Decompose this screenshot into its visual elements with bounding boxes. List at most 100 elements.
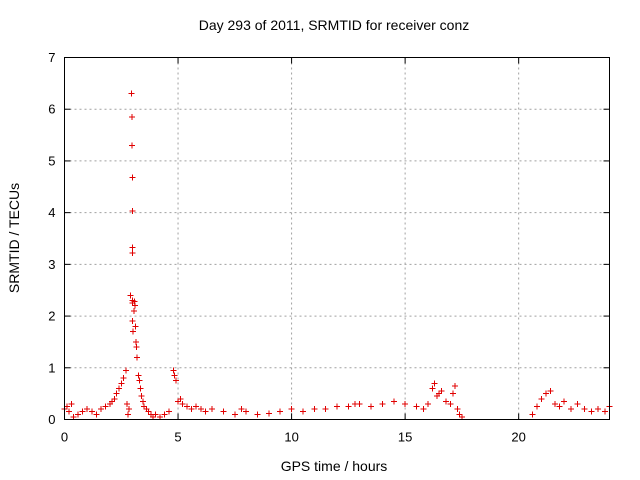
data-point [345,403,352,410]
data-point [102,403,109,410]
data-point [529,411,536,418]
data-point [193,403,200,410]
plot-frame [64,57,610,420]
data-point [134,354,141,361]
y-tick-label: 6 [48,102,55,117]
data-point [126,406,133,413]
data-point [202,408,209,415]
data-point [129,174,136,181]
data-point [402,400,409,407]
data-point [542,390,549,397]
data-point [379,400,386,407]
data-point [552,400,558,407]
data-point [84,406,91,413]
data-point [588,408,595,415]
data-point [172,377,179,384]
data-point [243,408,250,415]
data-point [449,390,456,397]
data-point [334,403,340,410]
data-point [128,90,135,97]
data-point [122,367,129,374]
data-points [61,90,613,420]
data-point [171,372,178,379]
data-point [197,406,204,413]
data-point [113,390,120,397]
x-tick-label: 20 [511,430,525,445]
data-point [137,385,144,392]
data-point [533,403,540,410]
data-point [561,398,568,405]
data-point [123,400,130,407]
data-point [129,208,136,215]
data-point [93,411,100,418]
data-point [581,406,588,413]
x-tick-label: 10 [284,430,298,445]
data-point [97,406,104,413]
data-point [125,411,132,418]
data-point [129,244,136,251]
data-point [424,400,431,407]
data-point [165,408,172,415]
data-point [574,400,581,407]
data-point [75,411,82,418]
data-point [136,377,143,384]
data-point [299,408,306,415]
y-tick-label: 0 [48,412,55,427]
data-point [288,406,295,413]
grid [64,57,610,420]
data-point [220,408,227,415]
data-point [454,406,461,413]
x-tick-label: 0 [61,430,68,445]
data-point [390,398,397,405]
data-point [70,413,77,420]
data-point [538,395,545,402]
data-point [88,408,95,415]
data-point [322,406,329,413]
data-point [152,411,159,418]
data-point [66,408,73,415]
data-point [130,328,137,335]
chart-title: Day 293 of 2011, SRMTID for receiver con… [199,17,470,33]
data-point [452,382,459,389]
y-tick-label: 1 [48,360,55,375]
data-point [133,338,140,345]
data-point [188,406,195,413]
data-point [177,395,184,402]
data-point [156,413,163,420]
data-point [231,411,238,418]
data-point [443,398,449,405]
data-point [420,406,427,413]
data-point [127,292,134,299]
y-tick-label: 7 [48,50,55,65]
data-point [458,413,465,420]
data-point [131,302,138,309]
x-tick-label: 5 [174,430,181,445]
data-point [139,398,146,405]
data-point [184,403,191,410]
y-tick-label: 4 [48,205,55,220]
data-point [79,408,86,415]
data-point [547,388,554,395]
data-point [116,385,122,392]
data-point [170,367,177,374]
y-tick-label: 3 [48,257,55,272]
data-point [277,408,284,415]
data-point [413,403,420,410]
data-point [129,249,136,256]
data-point [129,142,136,149]
data-point [133,344,140,351]
data-point [356,400,363,407]
data-point [132,323,139,330]
data-point [120,375,127,382]
data-point [431,380,438,387]
data-point [138,393,145,400]
data-point [368,403,375,410]
data-point [130,307,137,314]
data-point [447,400,454,407]
data-point [567,406,574,413]
data-point [595,406,602,413]
y-axis-label: SRMTID / TECUs [6,183,22,293]
data-point [111,395,118,402]
data-point [238,406,245,413]
